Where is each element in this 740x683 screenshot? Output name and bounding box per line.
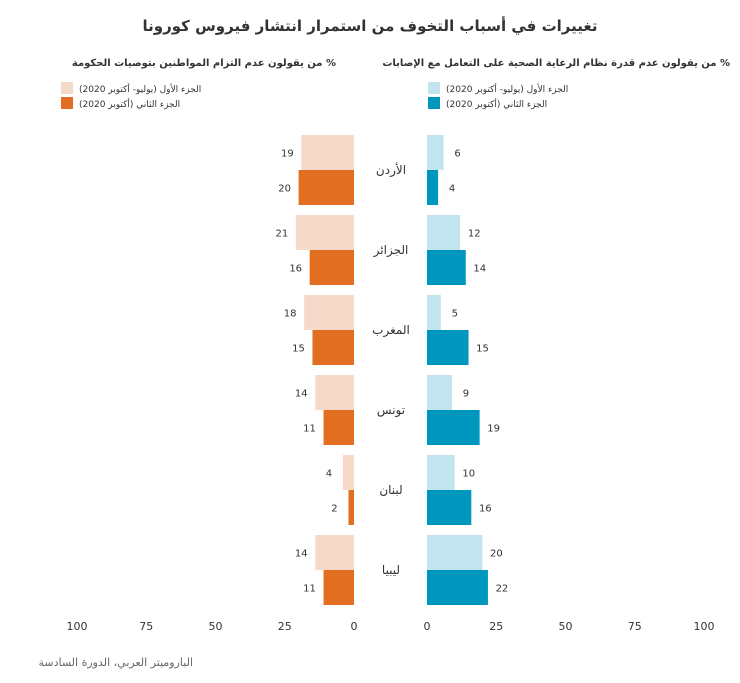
bar-health-s2-1 <box>427 170 439 205</box>
legend-swatch-compliance-s1 <box>61 82 73 94</box>
bar-compliance-s1-1 <box>301 135 354 170</box>
value-label-compliance-s1-6: 14 <box>295 549 308 560</box>
bar-health-s2-6 <box>427 570 488 605</box>
chart-title: تغييرات في أسباب التخوف من استمرار انتشا… <box>143 16 598 35</box>
legend-swatch-health-s2 <box>428 97 440 109</box>
bar-health-s1-4 <box>427 375 452 410</box>
legend-label-health-s1: الجزء الأول (يوليو- أكتوبر 2020) <box>446 83 568 95</box>
bar-health-s1-5 <box>427 455 455 490</box>
value-label-health-s1-6: 20 <box>490 549 503 560</box>
bar-health-s1-6 <box>427 535 483 570</box>
bar-compliance-s1-3 <box>304 295 354 330</box>
value-label-compliance-s2-3: 15 <box>292 344 305 355</box>
bar-compliance-s2-1 <box>298 170 354 205</box>
bar-compliance-s2-4 <box>323 410 354 445</box>
bar-compliance-s1-6 <box>315 535 354 570</box>
value-label-health-s2-2: 14 <box>473 264 486 275</box>
value-label-compliance-s2-2: 16 <box>289 264 302 275</box>
value-label-health-s1-4: 9 <box>463 389 469 400</box>
category-label-3: المغرب <box>372 323 410 338</box>
value-label-compliance-s1-5: 4 <box>326 469 332 480</box>
value-label-health-s2-4: 19 <box>487 424 500 435</box>
value-label-health-s1-1: 6 <box>454 149 460 160</box>
category-label-5: لبنان <box>379 483 402 497</box>
tick-compliance-25: 25 <box>278 620 292 633</box>
category-label-1: الأردن <box>376 162 406 178</box>
value-label-health-s2-1: 4 <box>449 184 455 195</box>
bar-compliance-s2-5 <box>348 490 354 525</box>
value-label-health-s2-5: 16 <box>479 504 492 515</box>
tick-compliance-75: 75 <box>139 620 153 633</box>
value-label-compliance-s2-4: 11 <box>303 424 316 435</box>
value-label-health-s1-2: 12 <box>468 229 481 240</box>
bar-health-s2-4 <box>427 410 480 445</box>
bar-health-s1-1 <box>427 135 444 170</box>
tick-health-100: 100 <box>694 620 715 633</box>
legend-swatch-health-s1 <box>428 82 440 94</box>
value-label-compliance-s2-5: 2 <box>331 504 337 515</box>
bar-compliance-s2-2 <box>309 250 354 285</box>
value-label-health-s1-3: 5 <box>452 309 458 320</box>
bar-compliance-s1-4 <box>315 375 354 410</box>
legend-swatch-compliance-s2 <box>61 97 73 109</box>
bar-compliance-s1-2 <box>295 215 354 250</box>
bar-health-s1-2 <box>427 215 461 250</box>
tick-health-0: 0 <box>424 620 431 633</box>
value-label-compliance-s1-4: 14 <box>295 389 308 400</box>
tick-compliance-0: 0 <box>351 620 358 633</box>
value-label-compliance-s1-2: 21 <box>275 229 288 240</box>
value-label-compliance-s1-1: 19 <box>281 149 294 160</box>
tick-health-50: 50 <box>559 620 573 633</box>
legend-label-compliance-s1: الجزء الأول (يوليو- أكتوبر 2020) <box>79 83 201 95</box>
category-label-4: تونس <box>377 403 405 418</box>
value-label-compliance-s2-1: 20 <box>278 184 291 195</box>
bar-health-s2-2 <box>427 250 466 285</box>
tick-compliance-50: 50 <box>209 620 223 633</box>
bar-compliance-s2-6 <box>323 570 354 605</box>
tick-health-25: 25 <box>489 620 503 633</box>
bar-health-s2-3 <box>427 330 469 365</box>
bar-compliance-s1-5 <box>342 455 354 490</box>
value-label-health-s2-6: 22 <box>496 584 509 595</box>
value-label-compliance-s2-6: 11 <box>303 584 316 595</box>
tick-compliance-100: 100 <box>67 620 88 633</box>
value-label-health-s1-5: 10 <box>462 469 475 480</box>
bar-health-s1-3 <box>427 295 441 330</box>
right-panel-title: % من يقولون عدم قدرة نظام الرعاية الصحية… <box>382 58 730 69</box>
tick-health-75: 75 <box>628 620 642 633</box>
category-label-2: الجزائر <box>373 243 409 258</box>
bar-health-s2-5 <box>427 490 472 525</box>
legend-label-health-s2: الجزء الثاني (أكتوبر 2020) <box>446 98 547 110</box>
value-label-health-s2-3: 15 <box>476 344 489 355</box>
left-panel-title: % من يقولون عدم التزام المواطنين بتوصيات… <box>72 58 336 69</box>
legend-label-compliance-s2: الجزء الثاني (أكتوبر 2020) <box>79 98 180 110</box>
source-note: الباروميتر العربي، الدورة السادسة <box>38 656 193 669</box>
value-label-compliance-s1-3: 18 <box>284 309 297 320</box>
bar-compliance-s2-3 <box>312 330 354 365</box>
category-label-6: ليبيا <box>382 563 400 577</box>
